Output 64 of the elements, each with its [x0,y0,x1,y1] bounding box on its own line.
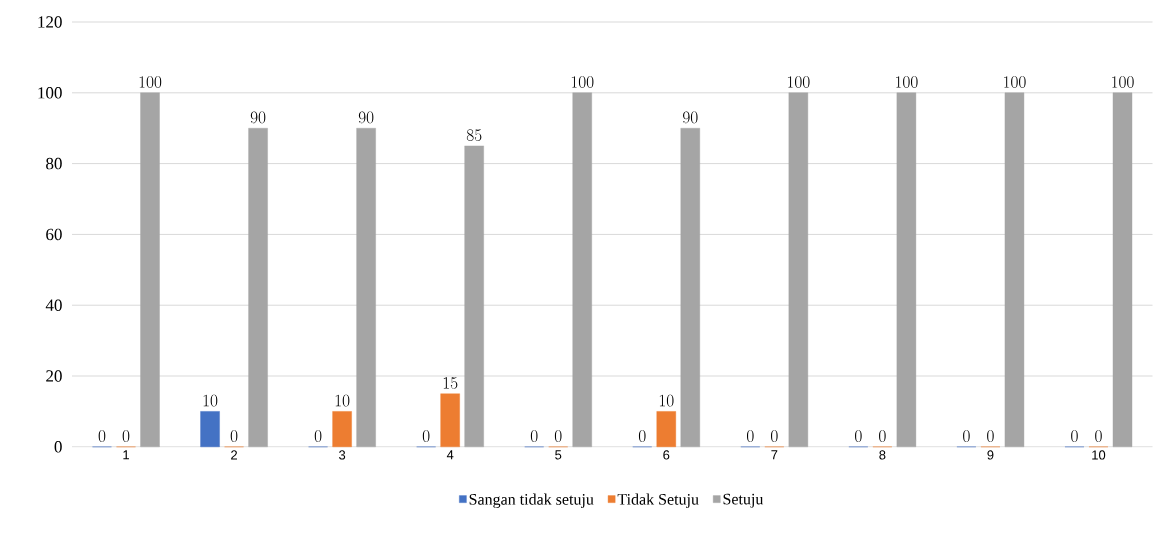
bar [248,128,268,448]
data-label: 10 [203,394,218,407]
data-label: 0 [1071,430,1078,443]
y-tick-label: 40 [45,299,62,312]
y-tick-label: 80 [46,157,62,170]
bar [464,145,484,448]
y-tick-label: 0 [54,441,62,453]
x-tick-label: 7 [771,450,778,460]
data-label: 100 [571,76,594,88]
data-label: 0 [879,430,886,443]
data-label: 100 [787,76,810,88]
data-label: 100 [1004,76,1026,88]
bar [356,128,376,448]
bar [896,92,917,448]
bar [680,128,700,448]
bar [572,92,592,448]
data-label: 0 [122,430,130,443]
bar [332,411,352,448]
bar [200,411,220,448]
data-label: 0 [855,430,862,443]
data-label: 85 [466,129,482,142]
x-tick-label: 2 [231,450,238,460]
y-tick-label: 60 [46,228,62,241]
data-label: 0 [554,430,562,443]
legend-label: Setuju [723,493,764,508]
x-tick-label: 10 [1092,450,1106,460]
data-label: 0 [422,430,430,443]
x-tick-label: 8 [879,450,886,460]
data-label: 100 [1112,76,1134,88]
x-tick-label: 1 [123,450,129,460]
x-tick-label: 4 [446,450,454,460]
x-tick-label: 6 [663,450,670,460]
data-label: 10 [335,394,350,407]
data-label: 0 [771,430,778,443]
bar [1004,92,1025,448]
data-label: 0 [987,430,994,443]
bar [656,411,676,448]
legend-label: Tidak Setuju [617,493,699,509]
y-tick-label: 100 [38,87,62,99]
data-label: 0 [530,430,538,443]
x-tick-label: 3 [339,450,346,460]
data-label: 100 [896,76,918,88]
data-label: 90 [683,111,698,124]
bar [1112,92,1133,448]
y-tick-label: 20 [46,370,62,382]
bar [788,92,809,448]
data-label: 90 [358,111,374,124]
data-label: 0 [230,430,238,443]
x-tick-label: 5 [555,450,562,460]
data-label: 0 [638,430,646,443]
legend-label: Sangan tidak setuju [469,493,594,509]
data-label: 100 [139,76,162,88]
data-label: 0 [314,430,322,443]
data-label: 0 [98,430,106,443]
x-tick-label: 9 [987,450,994,460]
data-label: 0 [963,430,970,443]
data-label: 15 [443,377,458,389]
bar [440,393,460,448]
data-label: 90 [250,111,266,124]
data-label: 10 [659,394,674,407]
data-label: 0 [747,430,754,443]
bar [140,92,160,448]
data-label: 0 [1095,430,1102,443]
y-tick-label: 120 [38,16,62,28]
